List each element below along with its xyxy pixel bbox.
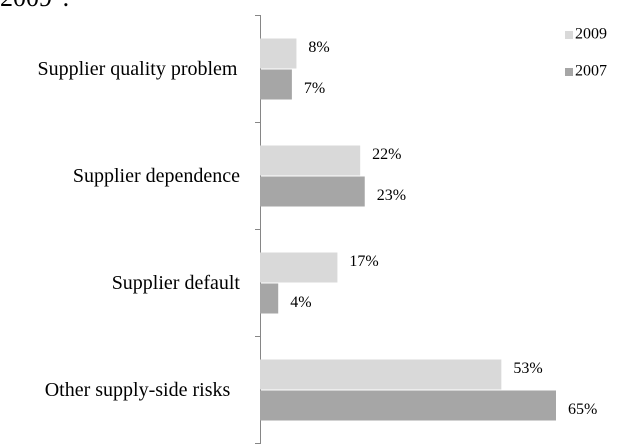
value-label: 8%	[308, 39, 329, 56]
value-label: 22%	[372, 146, 401, 163]
legend-swatch	[565, 68, 573, 76]
value-label: 53%	[513, 360, 542, 377]
category-label: Other supply-side risks	[44, 378, 231, 401]
value-label: 7%	[304, 80, 325, 97]
value-label: 23%	[377, 187, 406, 204]
chart-title: 2009".	[0, 0, 69, 12]
bar	[260, 38, 297, 69]
category-label: Supplier dependence	[72, 164, 240, 187]
bar	[260, 283, 279, 314]
value-label: 65%	[568, 401, 597, 418]
category-label: Supplier default	[111, 271, 240, 294]
category-label: Supplier quality problem	[37, 57, 238, 80]
legend-swatch	[565, 31, 573, 39]
bar	[260, 390, 556, 421]
bar	[260, 359, 502, 390]
bar	[260, 145, 361, 176]
bar	[260, 252, 338, 283]
legend-label: 2007	[575, 63, 607, 80]
legend-label: 2009	[575, 26, 607, 43]
value-label: 4%	[290, 294, 311, 311]
bar	[260, 69, 292, 100]
bar	[260, 176, 365, 207]
value-label: 17%	[349, 253, 378, 270]
